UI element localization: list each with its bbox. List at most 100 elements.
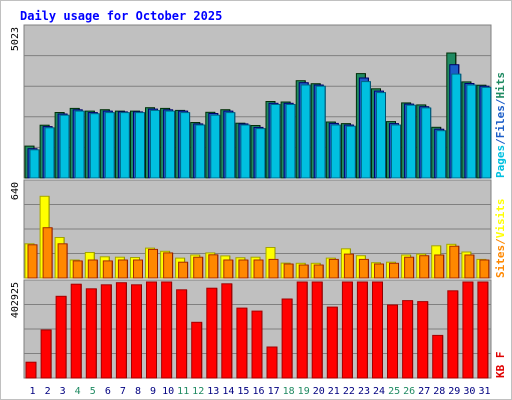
bar-sites-day-17 — [268, 258, 279, 279]
bar-kb-f-day-21 — [326, 306, 338, 379]
bar-pages-day-28 — [436, 130, 447, 179]
x-tick-label: 31 — [478, 386, 490, 397]
bar-sites-day-11 — [178, 261, 189, 279]
x-tick-label: 15 — [237, 386, 249, 397]
x-tick-label: 27 — [418, 386, 430, 397]
legend-item: / — [494, 238, 507, 245]
bar-pages-day-5 — [89, 113, 100, 179]
bar-pages-day-12 — [195, 124, 206, 179]
bar-pages-day-14 — [225, 112, 236, 179]
x-tick-label: 26 — [403, 386, 415, 397]
x-tick-label: 7 — [120, 386, 126, 397]
x-tick-label: 5 — [90, 386, 96, 397]
bar-pages-day-26 — [406, 104, 417, 179]
x-tick-label: 10 — [162, 386, 174, 397]
bar-pages-day-23 — [360, 81, 371, 179]
bar-pages-day-3 — [59, 114, 70, 179]
bar-pages-day-20 — [315, 85, 326, 179]
bar-kb-f-day-23 — [356, 281, 368, 379]
x-tick-label: 18 — [283, 386, 295, 397]
legend-bottom: KB F — [494, 352, 507, 379]
bar-sites-day-5 — [87, 259, 98, 279]
bar-sites-day-29 — [449, 245, 460, 279]
bar-pages-day-27 — [421, 107, 432, 179]
x-tick-label: 13 — [207, 386, 219, 397]
x-tick-label: 21 — [328, 386, 340, 397]
bar-sites-day-19 — [298, 264, 309, 279]
bar-kb-f-day-4 — [70, 283, 82, 379]
panel-middle: 640 Sites/Visits — [10, 179, 507, 279]
bar-sites-day-13 — [208, 254, 219, 279]
bar-kb-f-day-25 — [387, 304, 398, 379]
bar-sites-day-26 — [404, 256, 415, 279]
x-tick-label: 6 — [105, 386, 111, 397]
bar-sites-day-4 — [72, 260, 83, 279]
bar-pages-day-4 — [74, 110, 85, 179]
bar-sites-day-30 — [464, 254, 475, 279]
x-tick-label: 23 — [358, 386, 370, 397]
bar-sites-day-1 — [27, 244, 38, 279]
x-tick-label: 11 — [177, 386, 189, 397]
y-max-label-bottom: 402925 — [10, 282, 21, 318]
bar-pages-day-11 — [180, 112, 191, 179]
bar-sites-day-20 — [313, 264, 324, 279]
x-tick-label: 24 — [373, 386, 385, 397]
bar-sites-day-15 — [238, 259, 249, 279]
x-tick-label: 12 — [192, 386, 204, 397]
bar-kb-f-day-2 — [40, 329, 52, 379]
bar-pages-day-15 — [240, 124, 251, 179]
bar-pages-day-18 — [285, 104, 296, 179]
x-tick-label: 28 — [433, 386, 445, 397]
x-tick-label: 8 — [135, 386, 141, 397]
bar-pages-day-24 — [376, 92, 386, 179]
bar-kb-f-day-19 — [296, 281, 308, 379]
bar-kb-f-day-22 — [341, 281, 353, 379]
bar-kb-f-day-17 — [266, 346, 278, 379]
bar-sites-day-18 — [283, 263, 294, 279]
bar-kb-f-day-29 — [447, 290, 459, 379]
bar-sites-day-28 — [434, 254, 445, 279]
bar-pages-day-1 — [29, 149, 40, 179]
x-tick-label: 1 — [29, 386, 35, 397]
bar-kb-f-day-16 — [251, 310, 263, 379]
bar-pages-day-29 — [451, 73, 462, 179]
bar-kb-f-day-10 — [161, 281, 173, 379]
x-tick-label: 17 — [268, 386, 280, 397]
bar-sites-day-16 — [253, 259, 264, 279]
bar-pages-day-10 — [165, 110, 176, 179]
x-tick-label: 2 — [45, 386, 51, 397]
bar-kb-f-day-1 — [25, 361, 37, 379]
bar-pages-day-13 — [210, 114, 221, 179]
bar-kb-f-day-28 — [432, 334, 444, 379]
bar-pages-day-21 — [330, 124, 341, 179]
bar-sites-day-12 — [193, 256, 204, 279]
y-max-label-middle: 640 — [10, 182, 21, 200]
chart-title: Daily usage for October 2025 — [20, 9, 222, 23]
bar-kb-f-day-7 — [115, 282, 127, 379]
bar-pages-day-2 — [44, 127, 55, 179]
legend-item: Pages — [494, 145, 507, 178]
bar-sites-day-21 — [328, 258, 339, 279]
x-tick-label: 20 — [313, 386, 325, 397]
bar-kb-f-day-31 — [477, 281, 489, 379]
legend-item: Visits — [494, 199, 507, 239]
legend-item: Files — [494, 105, 507, 138]
bar-sites-day-7 — [117, 259, 128, 279]
x-tick-label: 4 — [75, 386, 81, 397]
x-tick-label: 14 — [222, 386, 234, 397]
bar-kb-f-day-30 — [462, 281, 474, 379]
x-tick-label: 3 — [60, 386, 66, 397]
bar-sites-day-14 — [223, 259, 234, 279]
bar-sites-day-23 — [358, 258, 369, 279]
bar-kb-f-day-15 — [236, 307, 248, 379]
legend-item: / — [494, 138, 507, 145]
bar-kb-f-day-24 — [372, 281, 383, 379]
y-max-label-top: 5023 — [10, 27, 21, 51]
bar-sites-day-24 — [374, 263, 384, 279]
bar-sites-day-10 — [163, 252, 174, 279]
bar-kb-f-day-27 — [417, 301, 429, 379]
bar-kb-f-day-26 — [402, 300, 414, 379]
bar-pages-day-8 — [135, 112, 145, 179]
